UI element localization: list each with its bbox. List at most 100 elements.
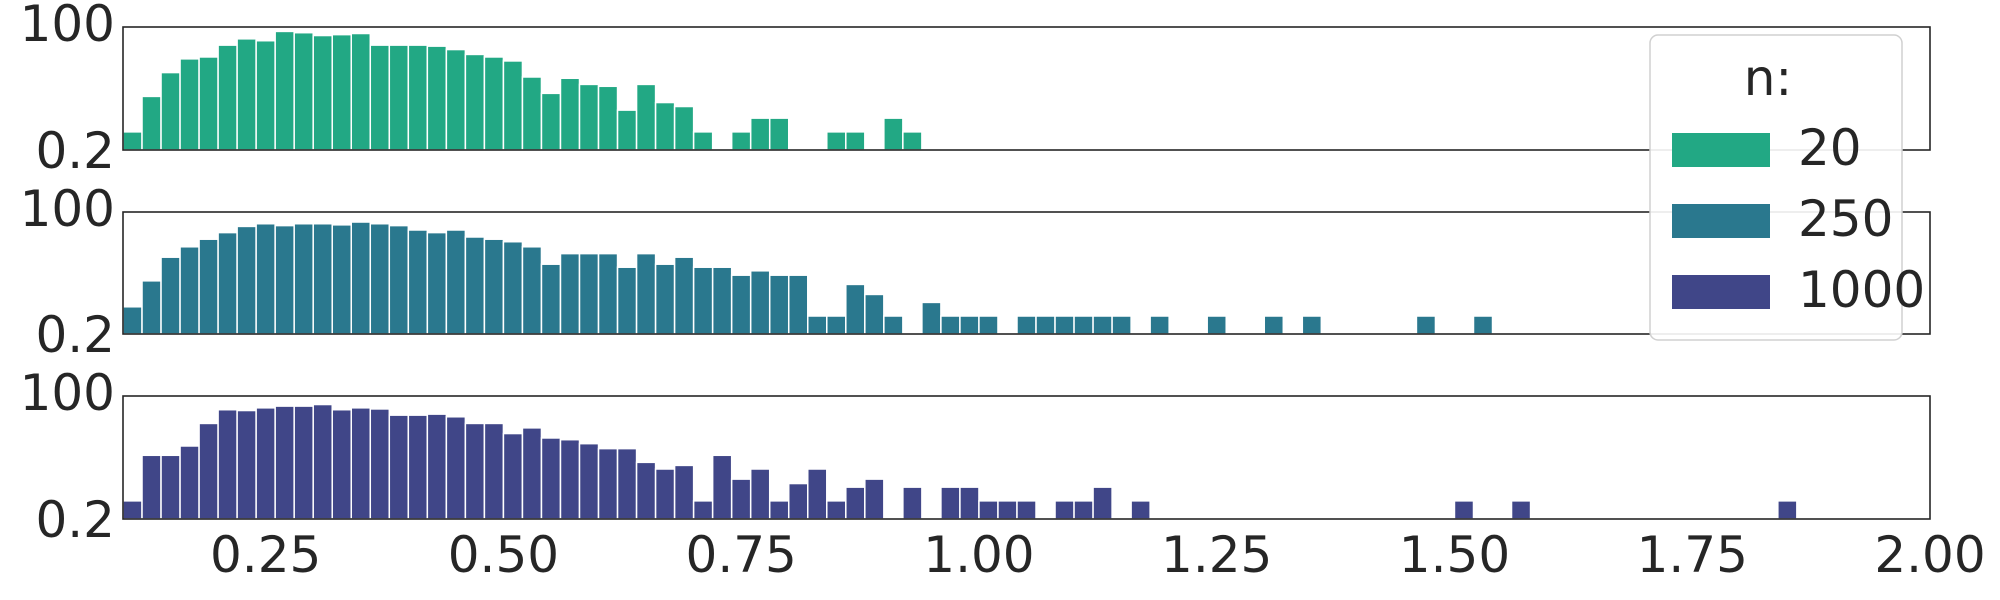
bar <box>122 131 143 151</box>
panel-frame <box>122 26 1931 151</box>
bar <box>540 437 562 520</box>
legend-label: 250 <box>1798 190 1893 248</box>
bar <box>673 464 695 520</box>
panel-20: 100 0.2 <box>20 0 1931 180</box>
bar <box>787 482 809 520</box>
bar <box>464 422 486 520</box>
y-tick-label: 0.2 <box>35 306 115 364</box>
bar <box>559 77 581 151</box>
bar <box>426 231 448 335</box>
bar <box>864 478 885 520</box>
bar <box>730 274 752 335</box>
bar <box>997 500 1018 520</box>
bar <box>635 83 657 151</box>
bar <box>388 224 410 335</box>
bar <box>959 486 980 520</box>
bar <box>711 266 733 335</box>
x-tick-label: 0.25 <box>210 526 321 584</box>
bar <box>331 33 353 151</box>
bar <box>654 101 676 151</box>
bar <box>217 44 238 151</box>
bar <box>1054 315 1075 335</box>
bar <box>654 263 676 335</box>
bar <box>312 222 333 335</box>
legend-label: 1000 <box>1798 261 1925 319</box>
bar <box>160 256 181 335</box>
bar <box>141 95 162 151</box>
bar <box>940 315 961 335</box>
bar <box>578 252 600 335</box>
bar <box>274 405 295 520</box>
bar <box>1073 315 1094 335</box>
bar <box>692 500 714 520</box>
x-tick-label: 1.75 <box>1637 526 1748 584</box>
bar <box>160 454 181 520</box>
bar <box>293 31 314 151</box>
bar <box>883 117 904 151</box>
bar <box>483 56 505 151</box>
bar <box>635 252 657 335</box>
bar <box>350 407 372 520</box>
panel-frame <box>122 395 1931 520</box>
bar <box>616 266 638 335</box>
bar <box>978 500 999 520</box>
y-tick-label: 100 <box>20 0 115 53</box>
bar <box>293 405 314 520</box>
panel-frame <box>122 211 1931 335</box>
bar <box>921 301 942 335</box>
bar <box>1777 500 1798 520</box>
bar <box>445 229 467 335</box>
bar <box>255 407 276 520</box>
bar <box>179 246 200 335</box>
bar <box>768 500 790 520</box>
bar <box>502 240 524 335</box>
legend-swatch <box>1672 204 1770 238</box>
bar <box>293 222 314 335</box>
bar <box>331 224 353 335</box>
bar <box>826 131 847 151</box>
bar <box>483 422 505 520</box>
bar <box>1510 500 1532 520</box>
bar <box>1472 315 1494 335</box>
bar <box>635 461 657 520</box>
bar <box>255 222 276 335</box>
bar <box>255 39 276 151</box>
bar <box>331 408 353 520</box>
bar <box>464 53 486 151</box>
panel-1000: 100 0.2 <box>20 364 1931 549</box>
bar <box>1453 500 1475 520</box>
bar <box>845 486 866 520</box>
bar <box>959 315 980 335</box>
bar <box>673 256 695 335</box>
bar <box>141 280 162 335</box>
bar <box>369 222 391 335</box>
bar <box>521 76 543 151</box>
bar <box>426 413 448 520</box>
x-tick-label: 0.50 <box>448 526 559 584</box>
bar <box>407 229 429 335</box>
bar <box>1415 315 1437 335</box>
bar <box>845 131 866 151</box>
bar <box>1206 315 1227 335</box>
bar <box>692 131 714 151</box>
bar <box>883 315 904 335</box>
bar <box>559 438 581 520</box>
bar <box>826 315 847 335</box>
bar <box>1149 315 1170 335</box>
legend-box <box>1649 34 1903 341</box>
bar <box>730 478 752 520</box>
bar <box>597 447 619 520</box>
bar <box>426 45 448 151</box>
bar <box>654 468 676 520</box>
bar <box>141 454 162 520</box>
bar <box>1092 315 1113 335</box>
x-tick-label: 2.00 <box>1874 526 1985 584</box>
bar <box>236 409 257 520</box>
legend-title: n: <box>1744 49 1793 107</box>
bar <box>236 38 257 151</box>
bar <box>502 60 524 151</box>
bar <box>464 236 486 335</box>
bar <box>711 454 733 520</box>
